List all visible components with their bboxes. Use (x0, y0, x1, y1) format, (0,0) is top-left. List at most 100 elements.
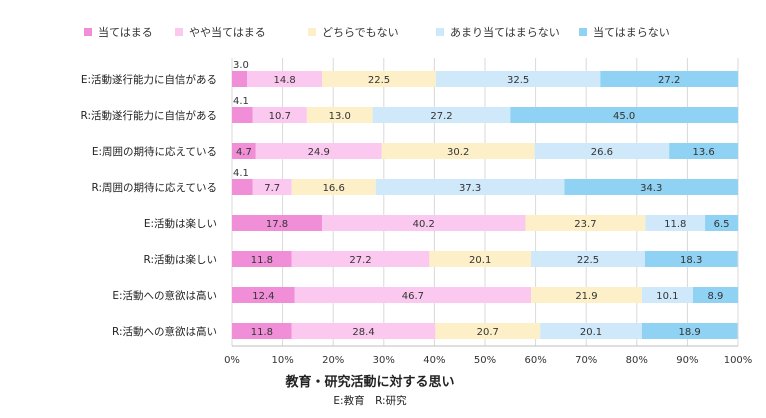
legend-swatch (308, 28, 316, 36)
data-label: 23.7 (574, 219, 596, 230)
data-label: 26.6 (591, 147, 613, 158)
category-label: E:活動遂行能力に自信がある (81, 73, 217, 86)
data-label: 37.3 (459, 183, 481, 194)
x-tick-label: 10% (271, 355, 293, 366)
bar-segment (692, 287, 738, 303)
bar-segment (247, 71, 323, 87)
data-label: 27.2 (349, 255, 371, 266)
x-tick-label: 100% (724, 355, 753, 366)
x-tick-label: 60% (524, 355, 546, 366)
bar-segment (232, 323, 292, 339)
legend-swatch (579, 28, 587, 36)
data-label: 46.7 (402, 291, 424, 302)
data-label: 13.0 (329, 111, 351, 122)
data-label: 18.9 (679, 327, 701, 338)
bar-segment (531, 287, 642, 303)
bar-segment (291, 179, 376, 195)
bar-segment (531, 251, 645, 267)
bar-segment (381, 143, 535, 159)
bar-segment (435, 71, 601, 87)
bar-segment (322, 71, 436, 87)
bar-segment (435, 323, 541, 339)
bar-segment (291, 251, 430, 267)
data-label: 11.8 (664, 219, 686, 230)
data-label: 30.2 (447, 147, 469, 158)
bar-segment (641, 287, 693, 303)
category-label: R:活動は楽しい (143, 253, 217, 266)
data-label: 40.2 (413, 219, 435, 230)
legend-swatch (436, 28, 444, 36)
data-label: 16.6 (323, 183, 345, 194)
data-label: 20.1 (580, 327, 602, 338)
legend-label: やや当てはまる (189, 25, 266, 39)
x-axis-subtitle: E:教育 R:研究 (333, 394, 407, 407)
bar-segment (600, 71, 738, 87)
data-label: 10.1 (656, 291, 678, 302)
x-tick-label: 30% (373, 355, 395, 366)
x-axis-title: 教育・研究活動に対する思い (284, 374, 454, 390)
data-label: 20.1 (469, 255, 491, 266)
category-label: E:活動は楽しい (144, 217, 217, 230)
bar-segment (232, 287, 295, 303)
bar-segment (564, 179, 738, 195)
data-label: 10.7 (269, 111, 291, 122)
category-label: R:周囲の期待に応えている (92, 181, 218, 194)
data-label: 27.2 (658, 75, 680, 86)
bar-segment (322, 215, 526, 231)
bar-segment (294, 287, 532, 303)
bar-segment (669, 143, 738, 159)
legend-label: 当てはまらない (593, 25, 670, 39)
data-label: 20.7 (477, 327, 499, 338)
bar-segment (232, 251, 292, 267)
category-label: R:活動への意欲は高い (112, 325, 217, 338)
bar-segment (510, 107, 738, 123)
x-tick-label: 20% (322, 355, 344, 366)
category-label: E:活動への意欲は高い (112, 289, 217, 302)
bar-segment (540, 323, 642, 339)
data-label: 24.9 (308, 147, 330, 158)
bar-segment (232, 71, 248, 87)
data-label: 8.9 (708, 291, 724, 302)
data-label: 13.6 (692, 147, 714, 158)
x-tick-label: 0% (224, 355, 240, 366)
bar-segment (255, 143, 382, 159)
bar-segment (641, 323, 738, 339)
legend-label: どちらでもない (322, 26, 399, 39)
data-label: 18.3 (680, 255, 702, 266)
bar-segment (645, 215, 706, 231)
legend-label: 当てはまる (98, 25, 153, 39)
legend-swatch (84, 28, 92, 36)
bar-segment (534, 143, 670, 159)
bar-segment (232, 179, 253, 195)
bar-segment (252, 179, 292, 195)
data-label: 6.5 (714, 219, 730, 230)
bar-segment (372, 107, 511, 123)
bar-segment (375, 179, 565, 195)
data-label: 32.5 (507, 75, 529, 86)
legend-label: あまり当てはまらない (450, 25, 560, 39)
x-tick-label: 90% (676, 355, 698, 366)
x-tick-label: 80% (626, 355, 648, 366)
data-label: 4.7 (236, 147, 252, 158)
category-label: R:活動遂行能力に自信がある (80, 109, 217, 122)
data-label: 45.0 (613, 111, 635, 122)
bar-segment (705, 215, 738, 231)
data-label: 28.4 (352, 327, 374, 338)
bar-segment (306, 107, 373, 123)
bar-segment (525, 215, 646, 231)
x-tick-label: 70% (575, 355, 597, 366)
data-label: 22.5 (368, 75, 390, 86)
bar-segment (232, 143, 256, 159)
bar-segment (644, 251, 738, 267)
data-label: 11.8 (251, 327, 273, 338)
data-label: 14.8 (273, 75, 295, 86)
x-tick-label: 50% (474, 355, 496, 366)
data-label: 27.2 (430, 111, 452, 122)
data-label: 4.1 (233, 168, 249, 179)
bar-segment (429, 251, 532, 267)
data-label: 34.3 (640, 183, 662, 194)
bar-segment (291, 323, 436, 339)
data-label: 17.8 (266, 219, 288, 230)
x-tick-label: 40% (423, 355, 445, 366)
